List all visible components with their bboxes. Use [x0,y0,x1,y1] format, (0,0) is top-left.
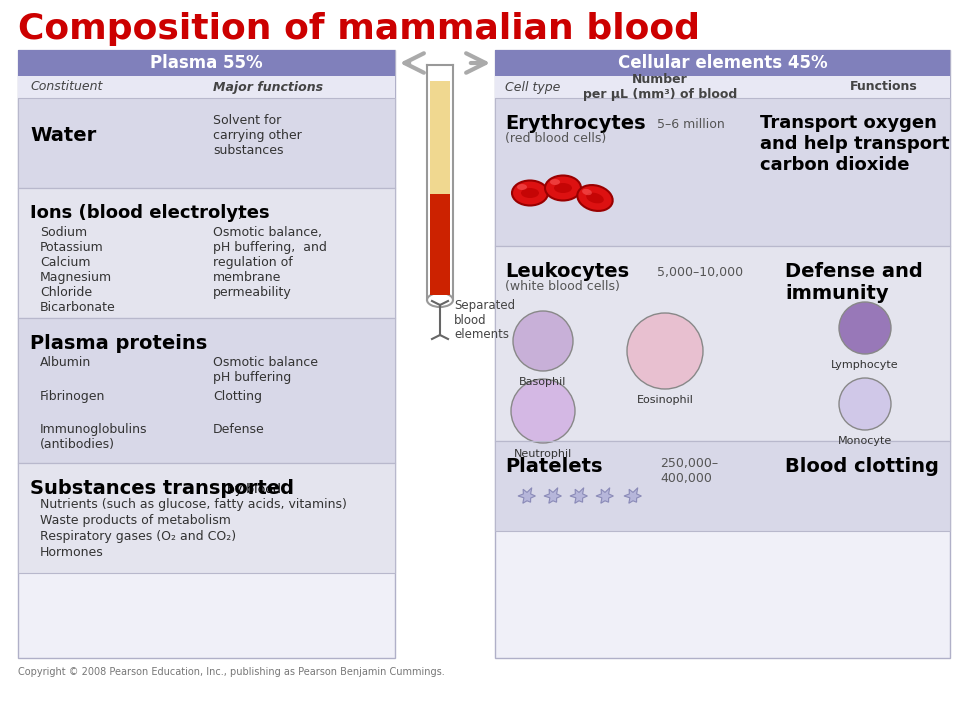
FancyBboxPatch shape [18,50,395,76]
Text: Solvent for
carrying other
substances: Solvent for carrying other substances [213,114,301,157]
Text: ): ) [238,208,243,221]
Text: Leukocytes: Leukocytes [505,262,629,281]
FancyBboxPatch shape [18,318,395,463]
FancyBboxPatch shape [495,441,950,531]
Ellipse shape [545,176,581,200]
Circle shape [627,313,703,389]
Text: Neutrophil: Neutrophil [514,449,572,459]
Text: 5–6 million: 5–6 million [657,118,725,131]
Text: Basophil: Basophil [519,377,566,387]
Text: Erythrocytes: Erythrocytes [505,114,646,133]
Text: Magnesium: Magnesium [40,271,112,284]
Text: Separated
blood
elements: Separated blood elements [454,299,516,341]
Text: 250,000–
400,000: 250,000– 400,000 [660,457,718,485]
FancyBboxPatch shape [430,81,450,194]
Polygon shape [624,487,641,503]
Text: Constituent: Constituent [30,81,103,94]
Circle shape [511,379,575,443]
Text: Clotting: Clotting [213,390,262,403]
Ellipse shape [517,184,527,190]
Text: Waste products of metabolism: Waste products of metabolism [40,514,230,527]
FancyBboxPatch shape [18,50,395,658]
FancyBboxPatch shape [18,76,395,98]
Text: Osmotic balance,
pH buffering,  and
regulation of
membrane
permeability: Osmotic balance, pH buffering, and regul… [213,226,326,299]
Text: Transport oxygen
and help transport
carbon dioxide: Transport oxygen and help transport carb… [760,114,949,174]
Text: Hormones: Hormones [40,546,104,559]
Circle shape [513,311,573,371]
Text: (red blood cells): (red blood cells) [505,132,607,145]
Text: Platelets: Platelets [505,457,603,476]
Text: Nutrients (such as glucose, fatty acids, vitamins): Nutrients (such as glucose, fatty acids,… [40,498,347,511]
Ellipse shape [577,185,612,211]
Text: Ions (blood electrolytes: Ions (blood electrolytes [30,204,270,222]
Text: Bicarbonate: Bicarbonate [40,301,116,314]
Text: Potassium: Potassium [40,241,104,254]
Text: by blood: by blood [223,483,281,496]
Text: Functions: Functions [850,81,918,94]
Ellipse shape [512,181,548,205]
Text: 5,000–10,000: 5,000–10,000 [657,266,743,279]
Text: (white blood cells): (white blood cells) [505,280,620,293]
FancyBboxPatch shape [495,246,950,441]
Text: Cell type: Cell type [505,81,561,94]
Text: Plasma 55%: Plasma 55% [150,54,263,72]
Text: Major functions: Major functions [213,81,324,94]
Text: Respiratory gases (O₂ and CO₂): Respiratory gases (O₂ and CO₂) [40,530,236,543]
Text: Plasma proteins: Plasma proteins [30,334,207,353]
Text: Eosinophil: Eosinophil [636,395,693,405]
Text: Composition of mammalian blood: Composition of mammalian blood [18,12,700,46]
Text: Immunoglobulins
(antibodies): Immunoglobulins (antibodies) [40,423,148,451]
Ellipse shape [582,189,592,195]
Text: Copyright © 2008 Pearson Education, Inc., publishing as Pearson Benjamin Cumming: Copyright © 2008 Pearson Education, Inc.… [18,667,444,677]
FancyBboxPatch shape [495,50,950,658]
Text: Water: Water [30,126,96,145]
Text: Lymphocyte: Lymphocyte [831,360,899,370]
FancyBboxPatch shape [495,76,950,98]
Ellipse shape [521,188,539,198]
Circle shape [839,302,891,354]
Ellipse shape [587,193,604,203]
Text: Monocyte: Monocyte [838,436,892,446]
Text: Calcium: Calcium [40,256,90,269]
Text: Defense: Defense [213,423,265,436]
Ellipse shape [550,179,560,185]
Polygon shape [570,487,588,503]
Text: Osmotic balance
pH buffering: Osmotic balance pH buffering [213,356,318,384]
FancyBboxPatch shape [495,50,950,76]
Polygon shape [518,487,536,503]
Text: Blood clotting: Blood clotting [785,457,939,476]
FancyBboxPatch shape [430,194,450,295]
Ellipse shape [554,183,572,193]
Text: Sodium: Sodium [40,226,87,239]
FancyBboxPatch shape [495,98,950,246]
Polygon shape [596,487,613,503]
Text: Albumin: Albumin [40,356,91,369]
Text: Defense and
immunity: Defense and immunity [785,262,923,303]
FancyBboxPatch shape [18,98,395,188]
Text: Fibrinogen: Fibrinogen [40,390,106,403]
Text: Cellular elements 45%: Cellular elements 45% [617,54,828,72]
FancyBboxPatch shape [18,463,395,573]
Circle shape [839,378,891,430]
Text: Substances transported: Substances transported [30,479,294,498]
Polygon shape [544,487,562,503]
Text: Chloride: Chloride [40,286,92,299]
FancyBboxPatch shape [18,188,395,318]
Text: Number
per μL (mm³) of blood: Number per μL (mm³) of blood [583,73,737,101]
